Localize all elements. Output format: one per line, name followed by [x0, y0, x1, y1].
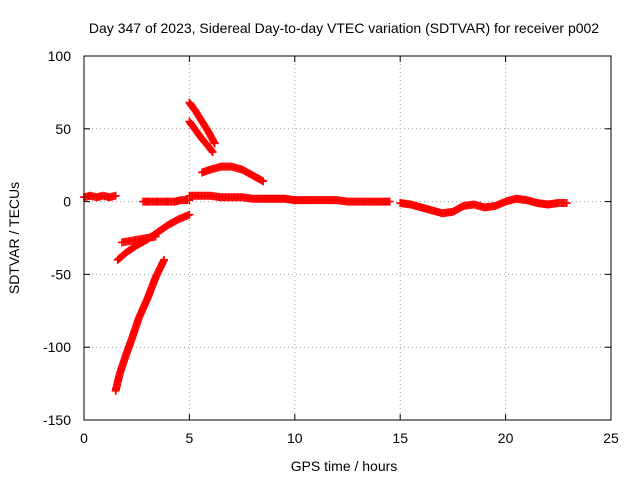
data-point: [111, 191, 120, 200]
series-high-positive-arc-2: [185, 117, 217, 157]
x-tick-label: 25: [603, 430, 619, 446]
data-point: [210, 139, 219, 148]
series-negative-band-upper: [117, 232, 160, 247]
chart-title: Day 347 of 2023, Sidereal Day-to-day VTE…: [89, 20, 599, 36]
y-tick-label: -150: [43, 412, 71, 428]
data-marks: [80, 98, 571, 395]
y-tick-label: 0: [63, 194, 71, 210]
x-tick-label: 0: [80, 430, 88, 446]
data-point: [160, 255, 169, 264]
y-tick-label: -100: [43, 339, 71, 355]
y-tick-label: -50: [51, 266, 71, 282]
series-steep-negative-arc: [111, 255, 169, 395]
data-point: [185, 210, 194, 219]
y-tick-label: 50: [55, 121, 71, 137]
x-axis-label: GPS time / hours: [291, 458, 398, 474]
data-point: [562, 199, 571, 208]
series-main-track: [185, 191, 394, 206]
plot-frame: [83, 55, 612, 421]
data-point: [208, 148, 217, 157]
y-tick-label: 100: [48, 48, 72, 64]
data-point: [385, 197, 394, 206]
axis-ticks: 0 5 10 15 20 25 100 50 0 -50 -100 -150: [43, 48, 619, 446]
y-axis-label: SDTVAR / TECUs: [6, 182, 22, 294]
series-start-near-zero: [80, 191, 120, 202]
x-tick-label: 10: [287, 430, 303, 446]
data-point: [151, 232, 160, 241]
data-point: [207, 146, 216, 155]
data-point: [259, 177, 268, 186]
grid: [84, 56, 611, 420]
series-late-variation: [396, 194, 571, 218]
series-high-positive-arc: [185, 98, 219, 148]
series-mid-positive-arc: [198, 162, 268, 186]
series-zero-plateau: [139, 196, 194, 206]
x-tick-label: 15: [392, 430, 408, 446]
x-tick-label: 20: [498, 430, 514, 446]
x-tick-label: 5: [186, 430, 194, 446]
